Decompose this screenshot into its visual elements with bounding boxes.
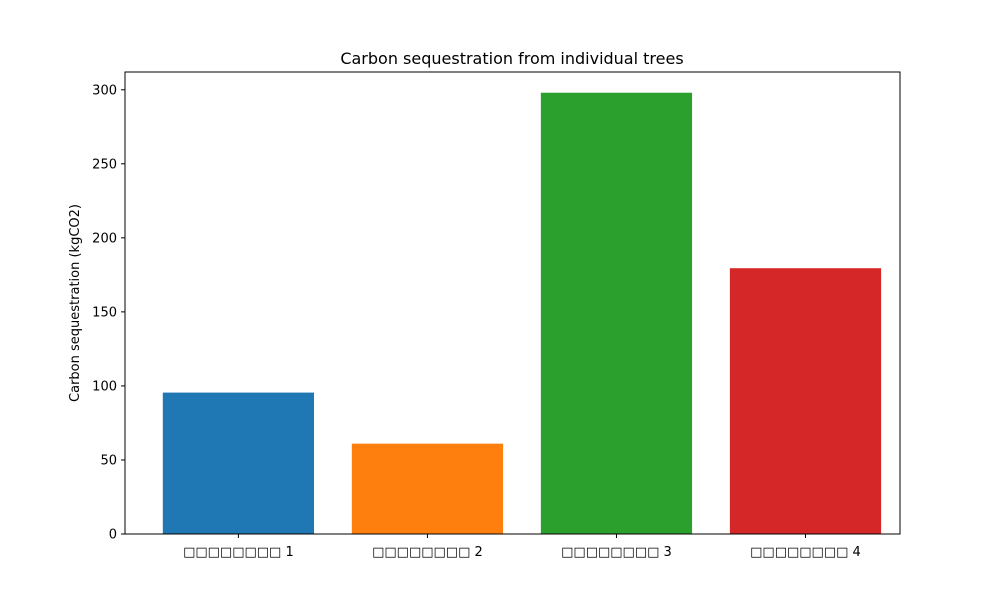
bar-3	[540, 92, 693, 534]
x-tick-label-2: □□□□□□□□ 2	[372, 545, 483, 560]
x-tick-label-4: □□□□□□□□ 4	[750, 545, 861, 560]
y-tick-label-250: 250	[92, 157, 117, 172]
x-tick-label-3: □□□□□□□□ 3	[561, 545, 672, 560]
y-tick-label-300: 300	[92, 83, 117, 98]
x-tick-label-1: □□□□□□□□ 1	[183, 545, 294, 560]
bar-2	[351, 443, 504, 534]
y-tick-label-100: 100	[92, 379, 117, 394]
x-axis-ticks: □□□□□□□□ 1 □□□□□□□□ 2 □□□□□□□□ 3 □□□□□□□□ 4	[183, 534, 861, 560]
y-tick-label-200: 200	[92, 231, 117, 246]
bar-4	[729, 268, 882, 534]
chart-title: Carbon sequestration from individual tre…	[340, 49, 683, 68]
y-axis-ticks: 0 50 100 150 200 250 300	[92, 83, 125, 543]
bars-group	[162, 92, 882, 534]
y-tick-label-50: 50	[100, 453, 117, 468]
y-tick-label-150: 150	[92, 305, 117, 320]
bar-1	[162, 392, 315, 534]
y-tick-label-0: 0	[109, 528, 117, 543]
plot-frame	[124, 71, 901, 535]
y-axis-label: Carbon sequestration (kgCO2)	[68, 204, 83, 402]
